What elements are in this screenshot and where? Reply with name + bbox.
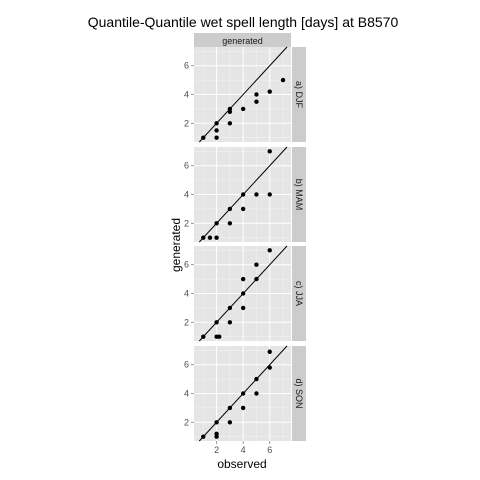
- data-point: [241, 306, 245, 310]
- y-tick-label: 4: [184, 90, 189, 100]
- data-point: [254, 263, 258, 267]
- data-point: [268, 149, 272, 153]
- panel-3: 2 4 6 c) JJA: [184, 246, 306, 341]
- y-tick-label: 4: [184, 389, 189, 399]
- data-point: [254, 391, 258, 395]
- data-point: [228, 320, 232, 324]
- data-point: [281, 78, 285, 82]
- data-point: [214, 221, 218, 225]
- x-tick-label: 2: [214, 445, 219, 455]
- data-point: [241, 277, 245, 281]
- data-point: [228, 121, 232, 125]
- x-tick-label: 4: [241, 445, 246, 455]
- data-point: [254, 277, 258, 281]
- y-axis-label: generated: [169, 218, 183, 272]
- panel-2: 2 4 6 b) MAM: [184, 147, 306, 242]
- facet-strip-label: c) JJA: [294, 281, 304, 306]
- data-point: [254, 92, 258, 96]
- column-strip: generated: [194, 33, 291, 47]
- column-strip-label: generated: [222, 36, 263, 46]
- data-point: [254, 99, 258, 103]
- y-tick-label: 6: [184, 360, 189, 370]
- data-point: [214, 320, 218, 324]
- data-point: [268, 350, 272, 354]
- y-tick-label: 2: [184, 317, 189, 327]
- y-tick-label: 2: [184, 118, 189, 128]
- data-point: [241, 291, 245, 295]
- y-tick-label: 6: [184, 260, 189, 270]
- data-point: [241, 107, 245, 111]
- facet-strip-label: d) SON: [294, 378, 304, 408]
- data-point: [228, 420, 232, 424]
- data-point: [214, 420, 218, 424]
- data-point: [228, 406, 232, 410]
- data-point: [241, 207, 245, 211]
- chart-title: Quantile-Quantile wet spell length [days…: [88, 14, 399, 30]
- data-point: [268, 365, 272, 369]
- data-point: [254, 377, 258, 381]
- data-point: [268, 192, 272, 196]
- data-point: [241, 192, 245, 196]
- data-point: [241, 391, 245, 395]
- data-point: [201, 334, 205, 338]
- data-point: [214, 135, 218, 139]
- data-point: [201, 235, 205, 239]
- x-tick-label: 6: [267, 445, 272, 455]
- data-point: [208, 235, 212, 239]
- data-point: [254, 192, 258, 196]
- panel-1: 2 4 6 a) DJF: [184, 47, 306, 142]
- panel-4: 2 4 6 d) SON 2 4 6: [184, 346, 306, 455]
- y-tick-label: 4: [184, 190, 189, 200]
- data-point: [214, 121, 218, 125]
- data-point: [217, 334, 221, 338]
- data-point: [268, 248, 272, 252]
- data-point: [201, 434, 205, 438]
- data-point: [241, 406, 245, 410]
- facet-panels: 2 4 6 a) DJF 2 4 6 b) MAM 2 4 6 c) JJA 2 4 6 d) SON 2 4 6: [184, 47, 306, 455]
- y-tick-label: 6: [184, 161, 189, 171]
- data-point: [228, 306, 232, 310]
- data-point: [268, 89, 272, 93]
- data-point: [201, 135, 205, 139]
- facet-strip-label: a) DJF: [294, 81, 304, 109]
- y-tick-label: 6: [184, 61, 189, 71]
- facet-strip-label: b) MAM: [294, 179, 304, 211]
- data-point: [228, 221, 232, 225]
- data-point: [228, 107, 232, 111]
- y-tick-label: 2: [184, 218, 189, 228]
- data-point: [214, 128, 218, 132]
- x-axis-label: observed: [217, 457, 266, 471]
- y-tick-label: 4: [184, 289, 189, 299]
- data-point: [214, 235, 218, 239]
- y-tick-label: 2: [184, 417, 189, 427]
- data-point: [228, 207, 232, 211]
- data-point: [214, 432, 218, 436]
